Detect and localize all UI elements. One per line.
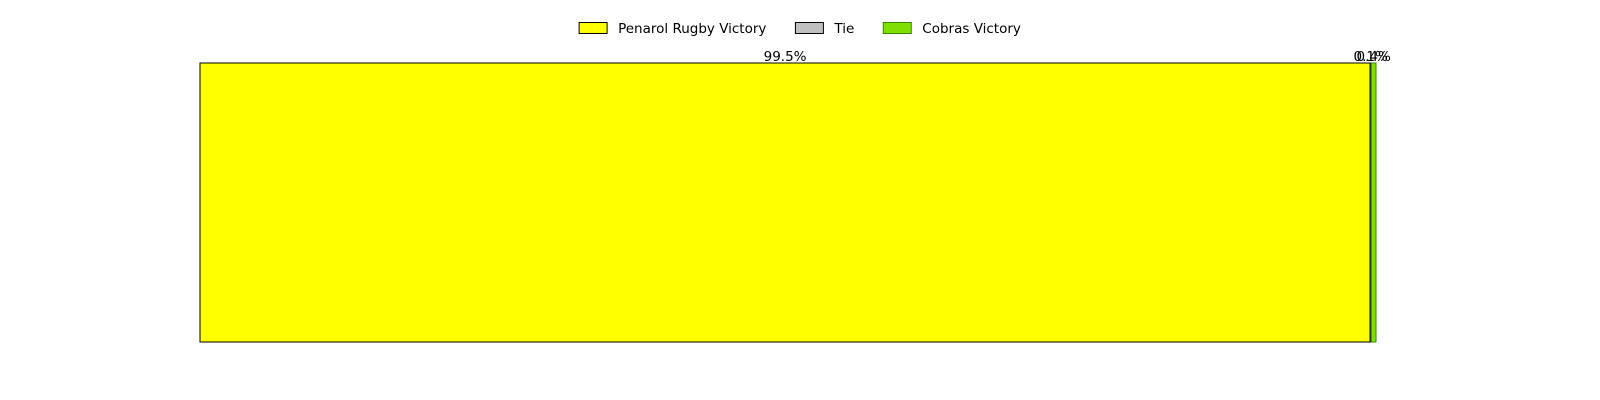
legend-label-penarol-rugby-victory: Penarol Rugby Victory — [618, 21, 766, 37]
bar-cobras-victory — [1370, 62, 1377, 343]
data-labels: 99.5% 0.1%0.4% — [764, 49, 1391, 65]
data-label-penarol-rugby-victory: 99.5% — [764, 49, 807, 65]
data-label-tie: 0.1% — [1354, 49, 1388, 65]
legend-swatch-cobras-victory — [882, 22, 912, 34]
legend-swatch-tie — [794, 22, 824, 34]
legend: Penarol Rugby Victory Tie Cobras Victory — [578, 21, 1021, 37]
bar-penarol-rugby-victory — [199, 62, 1371, 343]
legend-label-cobras-victory: Cobras Victory — [922, 21, 1021, 37]
legend-item-penarol-rugby-victory: Penarol Rugby Victory — [578, 21, 766, 37]
legend-label-tie: Tie — [833, 21, 854, 37]
bars — [199, 62, 1377, 343]
legend-item-cobras-victory: Cobras Victory — [882, 21, 1021, 37]
legend-swatch-penarol-rugby-victory — [578, 22, 608, 34]
data-label-cobras-victory: 0.4% — [1356, 49, 1390, 65]
legend-item-tie: Tie — [794, 21, 854, 37]
